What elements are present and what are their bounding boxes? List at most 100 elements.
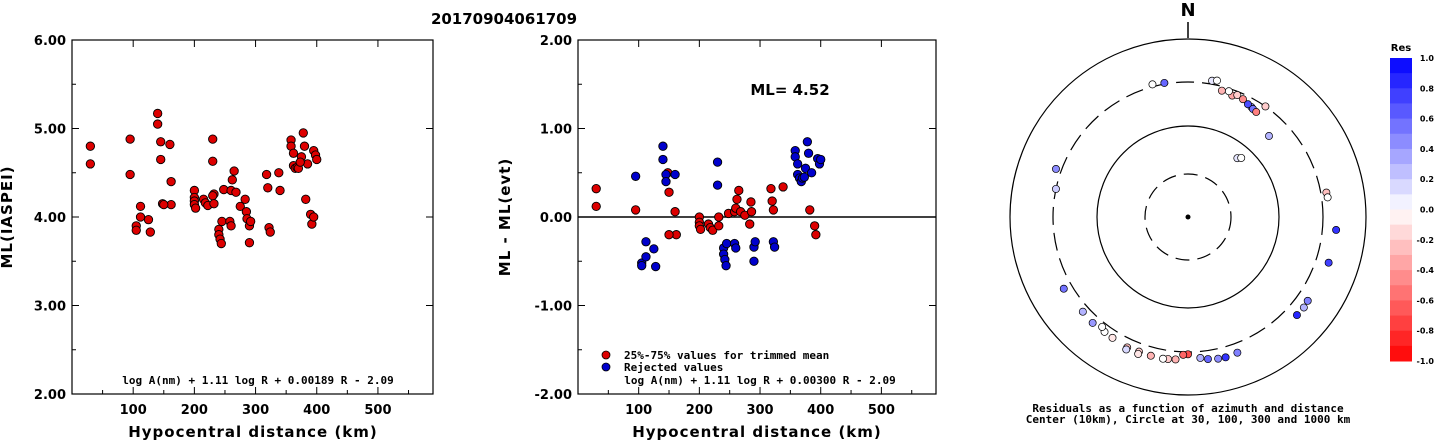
colorbar-tick-label: -0.2 bbox=[1417, 236, 1435, 245]
plot2-ytick-label: 1.00 bbox=[540, 123, 572, 138]
plot1-xtick-label: 300 bbox=[242, 403, 269, 418]
residual-point bbox=[1217, 86, 1226, 95]
ml-point bbox=[153, 119, 163, 129]
ml-point bbox=[159, 199, 169, 210]
colorbar-cell bbox=[1390, 148, 1412, 165]
used-point bbox=[732, 194, 742, 204]
residual-point bbox=[1244, 100, 1252, 109]
polar-caption-line2: Center (10km), Circle at 30, 100, 300 an… bbox=[1026, 413, 1351, 426]
used-point bbox=[591, 201, 601, 212]
ml-point bbox=[143, 215, 154, 225]
used-point bbox=[767, 196, 777, 206]
used-point bbox=[664, 187, 674, 197]
residual-point bbox=[1324, 258, 1333, 267]
rejected-point bbox=[750, 237, 760, 247]
ml-point bbox=[246, 216, 256, 227]
residual-point bbox=[1214, 354, 1223, 363]
used-point bbox=[746, 207, 757, 217]
legend-rejected-marker bbox=[601, 362, 611, 372]
rejected-point bbox=[816, 154, 826, 165]
plot2-xtick-label: 300 bbox=[746, 403, 773, 418]
plot2-ytick-label: -2.00 bbox=[535, 388, 572, 403]
colorbar-tick-label: -0.4 bbox=[1417, 266, 1435, 275]
residual-point bbox=[1108, 333, 1117, 342]
ml-point bbox=[145, 227, 155, 237]
colorbar-cell bbox=[1390, 103, 1412, 120]
ml-point bbox=[135, 201, 146, 212]
ml-point bbox=[298, 128, 308, 138]
rejected-point bbox=[793, 159, 803, 169]
residual-point bbox=[1213, 76, 1221, 85]
colorbar-tick-label: 0.8 bbox=[1420, 84, 1435, 93]
ml-point bbox=[265, 227, 275, 237]
ml-point bbox=[217, 216, 227, 227]
ml-point bbox=[309, 212, 319, 222]
rejected-point bbox=[651, 261, 661, 272]
plot2-ticks: 100 200 300 400 500 -2.00 -1.00 0.00 1.00 2.00 bbox=[535, 34, 936, 418]
residual-point bbox=[1323, 193, 1332, 202]
ml-point bbox=[85, 141, 96, 151]
plot1-xtick-label: 500 bbox=[364, 403, 391, 418]
rejected-point bbox=[722, 238, 732, 249]
rejected-point bbox=[661, 176, 671, 187]
plot2-ytick-label: 2.00 bbox=[540, 34, 572, 49]
ml-point bbox=[209, 199, 219, 209]
rejected-point bbox=[641, 252, 651, 262]
colorbar-cell bbox=[1390, 194, 1412, 210]
residual-point bbox=[1292, 311, 1301, 320]
ml-point bbox=[156, 137, 166, 147]
colorbar-ticks: 1.0 0.8 0.6 0.4 0.2 0.0 -0.2 -0.4 -0.6 -0.8 -1.0 bbox=[1417, 54, 1435, 366]
colorbar-tick-label: 1.0 bbox=[1420, 54, 1435, 63]
colorbar-cell bbox=[1390, 239, 1412, 256]
polar-caption-line1: Residuals as a function of azimuth and d… bbox=[1032, 402, 1344, 415]
rejected-point bbox=[799, 172, 809, 182]
rejected-point bbox=[803, 148, 814, 158]
residual-point bbox=[1146, 351, 1155, 360]
panel-ml-iaspei: 100 200 300 400 500 2.00 3.00 4.00 5.00 6.00 log … bbox=[0, 34, 434, 441]
plot1-xlabel: Hypocentral distance (km) bbox=[128, 423, 378, 441]
colorbar-cell bbox=[1390, 88, 1412, 104]
residual-point bbox=[1171, 355, 1180, 364]
ml-point bbox=[135, 212, 146, 222]
event-title: 20170904061709 bbox=[431, 10, 577, 28]
colorbar-cell bbox=[1390, 300, 1412, 317]
ml-point bbox=[156, 154, 166, 165]
plot1-xtick-label: 400 bbox=[303, 403, 330, 418]
ml-point bbox=[208, 191, 218, 201]
residual-point bbox=[1332, 226, 1341, 234]
residual-point bbox=[1159, 354, 1167, 363]
used-point bbox=[805, 205, 815, 215]
plot2-ytick-label: -1.00 bbox=[535, 300, 572, 315]
residual-point bbox=[1237, 153, 1246, 162]
ml-point bbox=[131, 225, 141, 235]
plot1-xtick-label: 100 bbox=[120, 403, 147, 418]
used-point bbox=[734, 185, 744, 196]
used-point bbox=[768, 205, 779, 215]
colorbar-cell bbox=[1390, 133, 1412, 150]
colorbar-cell bbox=[1390, 315, 1412, 332]
plot2-ylabel: ML - ML(evt) bbox=[496, 158, 514, 276]
rejected-point bbox=[712, 157, 723, 167]
ml-point bbox=[227, 175, 237, 185]
used-point bbox=[670, 207, 680, 217]
ml-point bbox=[85, 159, 96, 169]
ml-point bbox=[190, 203, 201, 213]
ml-point bbox=[240, 194, 250, 204]
rejected-point bbox=[630, 171, 641, 181]
rejected-point bbox=[658, 154, 668, 165]
north-label: N bbox=[1180, 0, 1195, 21]
rejected-point bbox=[670, 169, 680, 180]
rejected-point bbox=[641, 237, 651, 247]
colorbar-cell bbox=[1390, 254, 1412, 271]
colorbar-tick-label: -1.0 bbox=[1417, 357, 1435, 366]
legend-rejected-label: Rejected values bbox=[624, 361, 723, 374]
residual-point bbox=[1179, 350, 1188, 359]
colorbar-cell bbox=[1390, 285, 1412, 301]
colorbar-tick-label: 0.4 bbox=[1420, 145, 1435, 154]
ml-point bbox=[274, 168, 284, 178]
used-point bbox=[714, 221, 724, 231]
colorbar-cells bbox=[1390, 58, 1412, 362]
polar-points bbox=[1052, 76, 1341, 364]
residual-point bbox=[1078, 307, 1087, 316]
plot2-ml-annotation: ML= 4.52 bbox=[750, 81, 829, 99]
